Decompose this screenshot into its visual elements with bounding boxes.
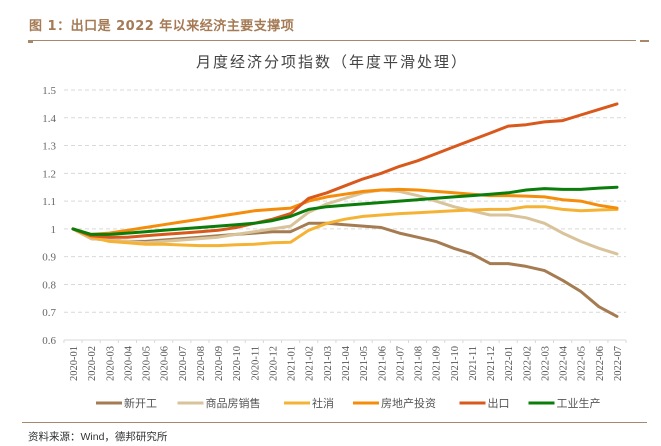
series-line-5 (71, 185, 619, 236)
legend-item: 出口 (459, 396, 510, 410)
series-line-1 (71, 188, 619, 256)
x-tick-label: 2020-11 (250, 346, 261, 381)
y-axis: 0.6 0.7 0.8 0.9 1 1.1 1.2 1.3 1.4 1.5 (42, 85, 56, 347)
x-tick-label: 2022-01 (504, 346, 515, 381)
x-tick-label: 2022-03 (540, 346, 551, 381)
x-tick-label: 2020-10 (232, 346, 243, 381)
x-tick-label: 2020-12 (268, 346, 279, 381)
header-rule (28, 40, 636, 41)
x-tick-label: 2021-02 (305, 346, 316, 381)
legend-label: 社消 (312, 396, 334, 410)
x-tick-label: 2022-07 (613, 346, 624, 381)
header-rule-accent-right (640, 40, 649, 42)
x-tick-label: 2021-07 (395, 346, 406, 381)
y-tick-label: 1.3 (42, 141, 56, 153)
legend: 新开工 商品房销售 社消 房地产投资 出口 工业生产 (96, 396, 601, 410)
footer-rule (22, 422, 647, 423)
y-tick-label: 1.5 (42, 85, 56, 97)
x-tick-label: 2021-09 (432, 346, 443, 381)
x-tick-label: 2022-06 (595, 346, 606, 381)
legend-label: 出口 (488, 396, 510, 410)
x-tick-label: 2020-05 (142, 346, 153, 381)
y-tick-label: 0.7 (42, 307, 56, 319)
x-tick-label: 2021-01 (287, 346, 298, 381)
header-rule-accent-left (28, 41, 33, 43)
legend-label: 商品房销售 (206, 396, 261, 410)
x-tick-label: 2020-02 (87, 346, 98, 381)
x-tick-label: 2020-04 (123, 345, 134, 381)
y-tick-label: 1.1 (42, 196, 56, 208)
x-tick-label: 2022-04 (559, 345, 570, 381)
series-lines (71, 102, 619, 318)
y-tick-label: 0.9 (42, 252, 56, 264)
legend-label: 房地产投资 (381, 396, 436, 410)
legend-item: 房地产投资 (353, 396, 436, 410)
legend-item: 商品房销售 (177, 396, 261, 410)
x-tick-label: 2021-03 (323, 346, 334, 381)
legend-label: 工业生产 (557, 396, 601, 410)
series-line-2 (71, 205, 619, 248)
x-tick-label: 2021-05 (359, 346, 370, 381)
legend-item: 新开工 (96, 396, 157, 410)
x-tick-label: 2022-05 (577, 346, 588, 381)
x-tick-label: 2020-06 (160, 346, 171, 381)
x-tick-label: 2021-12 (486, 346, 497, 381)
series-line-0 (71, 221, 619, 318)
x-tick-label: 2021-08 (414, 346, 425, 381)
figure-title: 图 1：出口是 2022 年以来经济主要支撑项 (29, 19, 295, 34)
x-tick-label: 2020-08 (196, 346, 207, 381)
x-tick-label: 2021-06 (377, 346, 388, 381)
source-note: 资料来源：Wind，德邦研究所 (28, 431, 168, 443)
series-line-3 (71, 187, 619, 236)
series-line-4 (71, 102, 619, 239)
y-tick-label: 1.2 (42, 168, 56, 180)
y-tick-label: 1 (51, 224, 57, 236)
legend-item: 社消 (284, 396, 334, 410)
gridlines (64, 89, 626, 313)
x-axis: 2020-01 2020-02 2020-03 2020-04 2020-05 2020-… (63, 339, 627, 381)
y-tick-label: 0.8 (42, 279, 56, 291)
legend-label: 新开工 (124, 396, 157, 410)
x-tick-label: 2020-09 (214, 346, 225, 381)
x-tick-label: 2021-11 (468, 346, 479, 381)
x-tick-label: 2021-10 (450, 346, 461, 381)
x-tick-label: 2021-04 (341, 345, 352, 381)
x-tick-label: 2020-01 (69, 346, 80, 381)
chart-title: 月度经济分项指数（年度平滑处理） (196, 53, 468, 71)
x-tick-label: 2020-07 (178, 346, 189, 381)
x-tick-label: 2020-03 (105, 346, 116, 381)
x-tick-label: 2022-02 (522, 346, 533, 381)
y-tick-label: 1.4 (42, 113, 56, 125)
y-tick-label: 0.6 (42, 335, 56, 347)
legend-item: 工业生产 (528, 396, 601, 410)
